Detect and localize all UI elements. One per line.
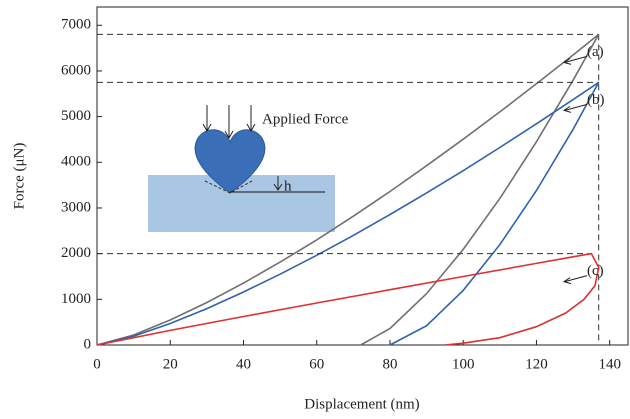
x-tick-label: 40	[236, 356, 251, 372]
y-tick-label: 2000	[61, 245, 91, 261]
y-axis-label: Force (μN)	[11, 143, 27, 210]
inset-depth-label: h	[284, 178, 292, 194]
curve-label: (c)	[587, 263, 604, 279]
x-tick-label: 100	[452, 356, 475, 372]
y-tick-label: 6000	[61, 62, 91, 78]
label-arrow	[562, 55, 588, 65]
x-tick-label: 60	[309, 356, 324, 372]
x-tick-label: 120	[525, 356, 548, 372]
y-tick-label: 7000	[61, 17, 91, 33]
inset-contour	[204, 180, 253, 194]
x-tick-label: 20	[163, 356, 178, 372]
y-tick-label: 1000	[61, 291, 91, 307]
curve	[96, 81, 600, 346]
plot-frame	[96, 6, 629, 346]
y-tick-label: 3000	[61, 199, 91, 215]
x-tick-label: 140	[598, 356, 621, 372]
curve	[96, 33, 600, 346]
inset-label: Applied Force	[262, 111, 349, 127]
x-tick-label: 0	[93, 356, 101, 372]
inset-arrows	[202, 105, 283, 191]
y-tick-label: 4000	[61, 154, 91, 170]
curve	[96, 252, 600, 346]
y-tick-label: 5000	[61, 108, 91, 124]
x-tick-label: 80	[382, 356, 397, 372]
y-tick-label: 0	[84, 336, 92, 352]
x-axis-label: Displacement (nm)	[304, 396, 419, 412]
inset-indenter	[194, 129, 266, 194]
label-arrow	[562, 103, 588, 113]
curve-label: (b)	[587, 92, 605, 108]
inset: Applied Force h	[148, 105, 349, 232]
label-arrow	[562, 275, 588, 285]
curve-label: (a)	[587, 44, 604, 60]
